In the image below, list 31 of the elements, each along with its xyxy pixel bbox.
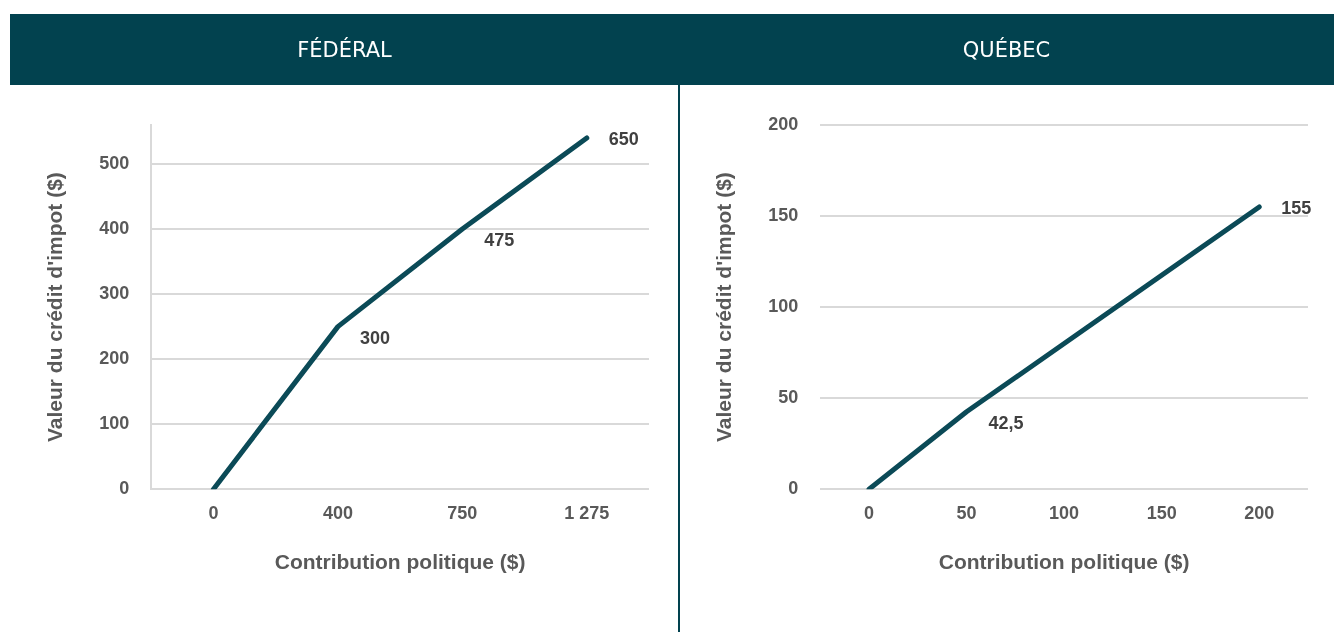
x-tick-label: 750 <box>447 502 478 523</box>
y-axis-title: Valeur du crédit d'impot ($) <box>712 172 736 443</box>
y-tick-label: 400 <box>99 218 130 239</box>
y-tick-label: 50 <box>778 387 799 408</box>
annotation: 300 <box>359 327 390 348</box>
y-tick-label: 300 <box>99 283 130 304</box>
x-tick-label: 0 <box>864 502 875 523</box>
x-axis-title: Contribution politique ($) <box>274 550 526 574</box>
chart-title: QUÉBEC <box>679 14 1334 85</box>
x-axis-title: Contribution politique ($) <box>938 550 1190 574</box>
y-tick-label: 150 <box>768 205 799 226</box>
y-tick-label: 200 <box>99 348 130 369</box>
y-axis-title: Valeur du crédit d'impot ($) <box>43 172 67 443</box>
annotation: 650 <box>608 128 639 149</box>
x-tick-label: 0 <box>208 502 219 523</box>
x-tick-label: 1 275 <box>564 502 610 523</box>
chart-title: FÉDÉRAL <box>10 14 679 85</box>
x-tick-label: 400 <box>322 502 353 523</box>
data-label: 155 <box>1281 197 1312 218</box>
y-tick-label: 0 <box>119 478 130 499</box>
x-tick-label: 150 <box>1146 502 1177 523</box>
x-tick-label: 50 <box>956 502 977 523</box>
y-tick-label: 500 <box>99 152 130 173</box>
annotation: 475 <box>484 230 515 251</box>
x-tick-label: 100 <box>1049 502 1080 523</box>
x-tick-label: 200 <box>1244 502 1275 523</box>
y-tick-label: 200 <box>768 113 799 134</box>
data-label: 42,5 <box>988 412 1024 433</box>
y-tick-label: 0 <box>788 478 799 499</box>
y-tick-label: 100 <box>99 413 130 434</box>
y-tick-label: 100 <box>768 296 799 317</box>
